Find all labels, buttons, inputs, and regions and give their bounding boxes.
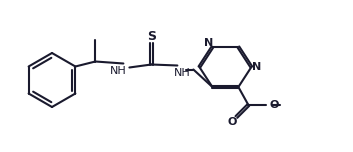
Text: N: N: [204, 38, 213, 48]
Text: S: S: [147, 30, 156, 43]
Text: NH: NH: [174, 69, 191, 78]
Text: O: O: [269, 100, 279, 110]
Text: O: O: [228, 117, 237, 127]
Text: NH: NH: [110, 67, 127, 76]
Text: N: N: [252, 62, 261, 72]
